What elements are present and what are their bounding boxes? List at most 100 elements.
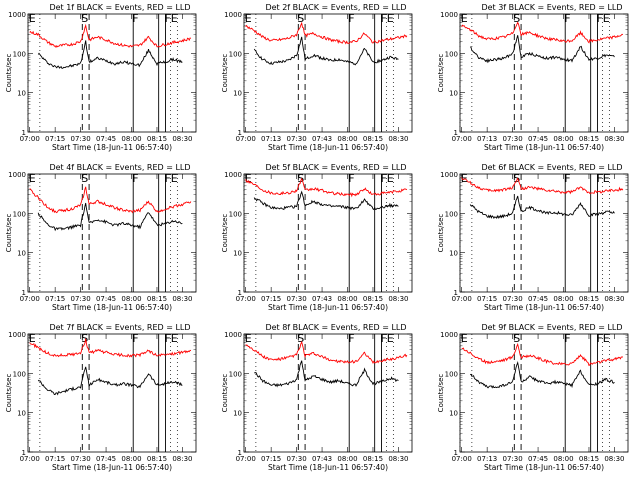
events-series-line — [469, 360, 615, 389]
y-tick-label: 100 — [445, 370, 458, 378]
y-tick-label: 10 — [449, 90, 458, 98]
y-axis-label: Counts/sec — [5, 374, 13, 413]
y-axis-label: Counts/sec — [437, 374, 445, 413]
marker-label: E — [245, 172, 252, 185]
marker-label: F — [564, 332, 570, 345]
y-tick-label: 100 — [229, 210, 242, 218]
chart-title: Det 5f BLACK = Events, RED = LLD — [265, 163, 406, 172]
x-axis-label: Start Time (18-Jun-11 06:57:40) — [52, 303, 172, 312]
y-tick-label: 1000 — [8, 171, 26, 179]
marker-label: FE — [380, 332, 393, 345]
y-tick-label: 100 — [229, 370, 242, 378]
y-tick-label: 1 — [238, 129, 242, 137]
marker-label: S — [81, 332, 88, 345]
y-tick-label: 10 — [449, 250, 458, 258]
x-tick-label: 08:30 — [172, 135, 192, 143]
marker-label: F — [132, 172, 138, 185]
events-series-line — [469, 35, 615, 64]
x-tick-label: 08:15 — [579, 295, 599, 303]
y-tick-label: 1000 — [8, 331, 26, 339]
lld-series-line — [461, 21, 624, 44]
x-tick-label: 07:30 — [287, 135, 307, 143]
chart-title: Det 9f BLACK = Events, RED = LLD — [481, 323, 622, 332]
y-tick-label: 100 — [13, 370, 26, 378]
marker-label: FE — [380, 172, 393, 185]
lld-series-line — [245, 340, 408, 365]
marker-label: F — [348, 12, 354, 25]
events-series-line — [254, 360, 399, 388]
y-tick-label: 10 — [17, 250, 26, 258]
x-tick-label: 07:30 — [71, 455, 91, 463]
x-axis-label: Start Time (18-Jun-11 06:57:40) — [484, 463, 604, 472]
x-tick-label: 07:30 — [503, 295, 523, 303]
chart-title: Det 3f BLACK = Events, RED = LLD — [481, 3, 622, 12]
x-tick-label: 08:30 — [172, 295, 192, 303]
x-tick-label: 08:30 — [388, 295, 408, 303]
chart-panel: Det 2f BLACK = Events, RED = LLD 1 10 100 10… — [221, 3, 413, 152]
x-tick-label: 08:00 — [121, 295, 141, 303]
marker-label: E — [245, 332, 252, 345]
marker-label: E — [461, 172, 468, 185]
x-tick-label: 08:30 — [604, 295, 624, 303]
x-tick-label: 08:30 — [388, 135, 408, 143]
x-tick-label: 07:00 — [452, 455, 472, 463]
plot-frame — [27, 173, 197, 293]
marker-label: F — [564, 172, 570, 185]
lld-series-line — [29, 23, 192, 49]
x-tick-label: 08:30 — [172, 455, 192, 463]
events-series-line — [253, 36, 399, 66]
y-axis-label: Counts/sec — [437, 54, 445, 93]
events-series-line — [37, 202, 183, 232]
x-tick-label: 07:45 — [528, 135, 548, 143]
chart-panel: Det 4f BLACK = Events, RED = LLD 1 10 100 10… — [5, 163, 197, 312]
lld-series-line — [245, 177, 408, 198]
marker-label: E — [245, 12, 252, 25]
chart-title: Det 2f BLACK = Events, RED = LLD — [265, 3, 406, 12]
y-tick-label: 100 — [13, 210, 26, 218]
x-axis-label: Start Time (18-Jun-11 06:57:40) — [268, 143, 388, 152]
y-tick-label: 10 — [233, 250, 242, 258]
plot-frame — [27, 333, 197, 453]
events-series-line — [37, 40, 183, 69]
chart-panel: Det 3f BLACK = Events, RED = LLD 1 10 100 10… — [437, 3, 629, 152]
y-tick-label: 1 — [238, 289, 242, 297]
x-tick-label: 07:45 — [528, 455, 548, 463]
y-tick-label: 100 — [229, 50, 242, 58]
marker-label: S — [81, 12, 88, 25]
y-tick-label: 1 — [454, 289, 458, 297]
chart-title: Det 6f BLACK = Events, RED = LLD — [481, 163, 622, 172]
marker-label: FE — [164, 332, 177, 345]
y-tick-label: 1000 — [440, 11, 458, 19]
y-tick-label: 1000 — [224, 171, 242, 179]
marker-label: F — [564, 12, 570, 25]
y-axis-label: Counts/sec — [221, 374, 229, 413]
plot-frame — [459, 173, 629, 293]
x-tick-label: 07:43 — [312, 455, 332, 463]
x-tick-label: 08:15 — [147, 135, 167, 143]
x-tick-label: 07:30 — [503, 455, 523, 463]
x-tick-label: 07:15 — [45, 135, 65, 143]
x-tick-label: 08:00 — [121, 135, 141, 143]
plot-frame — [243, 173, 413, 293]
x-tick-label: 08:00 — [337, 455, 357, 463]
x-tick-label: 07:15 — [261, 455, 281, 463]
x-tick-label: 08:15 — [579, 135, 599, 143]
y-tick-label: 1000 — [8, 11, 26, 19]
y-tick-label: 10 — [233, 410, 242, 418]
x-tick-label: 08:00 — [121, 455, 141, 463]
y-tick-label: 1 — [454, 129, 458, 137]
y-axis-label: Counts/sec — [5, 54, 13, 93]
x-tick-label: 07:00 — [236, 455, 256, 463]
marker-label: E — [29, 12, 36, 25]
x-tick-label: 07:15 — [45, 295, 65, 303]
x-tick-label: 07:13 — [477, 135, 497, 143]
x-tick-label: 07:43 — [312, 295, 332, 303]
x-tick-label: 07:45 — [96, 135, 116, 143]
marker-label: FE — [596, 332, 609, 345]
x-axis-label: Start Time (18-Jun-11 06:57:40) — [484, 143, 604, 152]
x-tick-label: 07:00 — [20, 295, 40, 303]
x-tick-label: 08:15 — [147, 295, 167, 303]
x-axis-label: Start Time (18-Jun-11 06:57:40) — [268, 463, 388, 472]
plot-frame — [459, 13, 629, 133]
